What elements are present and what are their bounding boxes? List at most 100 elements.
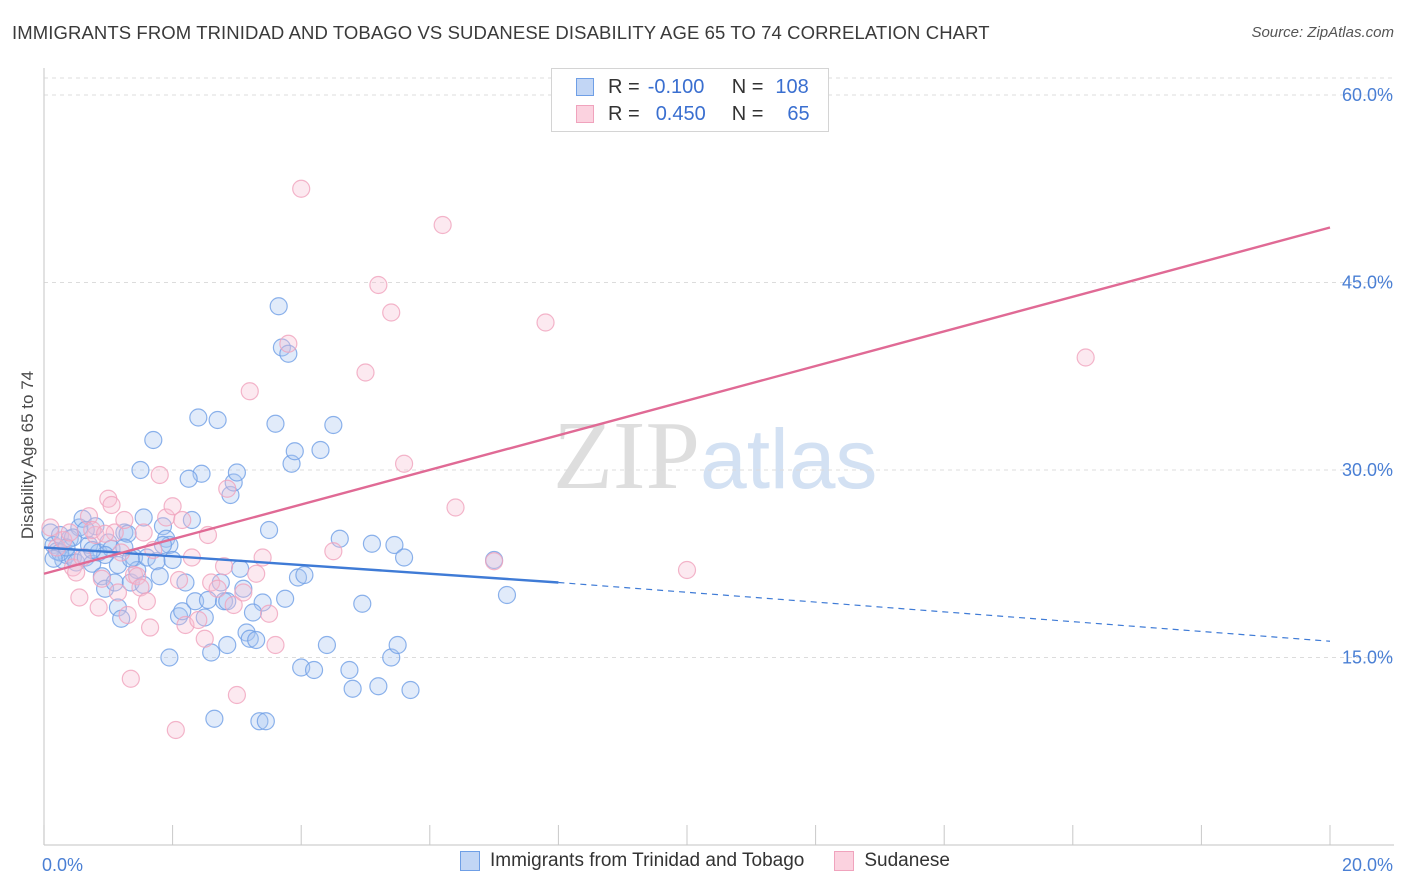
data-point: [234, 583, 253, 602]
data-point: [160, 648, 179, 667]
data-point: [266, 635, 285, 655]
legend-swatch-blue: [576, 78, 594, 96]
data-point: [144, 430, 163, 450]
data-point: [276, 589, 295, 608]
y-axis-label: Disability Age 65 to 74: [18, 371, 37, 539]
data-point: [140, 618, 160, 637]
data-point: [79, 507, 99, 526]
data-point: [182, 510, 201, 530]
series-legend: Immigrants from Trinidad and Tobago Suda…: [460, 850, 980, 872]
y-tick-label: 60.0%: [1342, 85, 1393, 105]
data-point: [218, 479, 237, 498]
legend-row-trinidad: R = -0.100 N = 108: [576, 76, 809, 98]
data-point: [247, 630, 266, 650]
data-point: [369, 275, 388, 295]
data-point: [137, 592, 156, 611]
data-point: [243, 603, 263, 622]
legend-r-label: R =: [608, 102, 640, 125]
data-point: [118, 605, 137, 625]
data-point: [92, 569, 111, 588]
data-point: [382, 303, 401, 322]
data-point: [369, 677, 388, 696]
legend-label: Immigrants from Trinidad and Tobago: [490, 850, 805, 871]
watermark-atlas: atlas: [700, 412, 878, 506]
data-point: [128, 560, 147, 580]
data-point: [362, 534, 382, 553]
data-point: [189, 408, 208, 427]
legend-swatch-pink: [834, 851, 855, 871]
data-point: [485, 552, 504, 571]
data-point: [218, 635, 237, 655]
legend-label: Sudanese: [864, 850, 950, 871]
data-point: [179, 469, 198, 488]
legend-n-label: N =: [731, 102, 764, 125]
correlation-legend: R = -0.100 N = 108 R = 0.450 N = 65: [551, 68, 829, 132]
data-point: [388, 635, 407, 655]
data-point: [259, 520, 279, 540]
trend-lines: [43, 226, 1331, 642]
data-point: [394, 454, 414, 473]
data-point: [128, 567, 147, 586]
data-point: [169, 570, 189, 590]
legend-r-value: 0.450: [655, 102, 706, 125]
data-point: [41, 518, 60, 537]
data-point: [195, 629, 214, 648]
series-sudanese-points: [41, 179, 1095, 740]
data-point: [269, 297, 288, 316]
data-point: [227, 463, 246, 482]
x-tick-label: 20.0%: [1342, 855, 1393, 875]
data-point: [446, 498, 465, 517]
data-point: [401, 680, 420, 700]
y-tick-label: 30.0%: [1342, 460, 1393, 480]
watermark-zip: ZIP: [553, 402, 700, 510]
data-point: [385, 535, 404, 555]
data-point: [324, 542, 343, 561]
legend-row-sudanese: R = 0.450 N = 65: [576, 103, 810, 125]
legend-r-value: -0.100: [647, 75, 705, 98]
data-point: [150, 567, 169, 586]
data-point: [115, 510, 134, 530]
data-point: [118, 524, 137, 543]
data-point: [108, 598, 128, 617]
data-point: [497, 585, 517, 605]
y-tick-label: 15.0%: [1342, 648, 1393, 668]
data-point: [214, 557, 234, 576]
data-point: [266, 414, 285, 433]
legend-n-value: 65: [787, 102, 810, 125]
data-point: [70, 588, 89, 607]
data-point: [343, 679, 362, 698]
data-point: [134, 508, 153, 527]
watermark: ZIPatlas: [553, 400, 877, 512]
data-point: [121, 669, 140, 688]
data-point: [259, 604, 279, 623]
data-point: [102, 495, 121, 515]
legend-swatch-pink: [576, 105, 594, 123]
data-point: [189, 610, 208, 630]
data-point: [108, 583, 128, 602]
data-point: [247, 564, 266, 583]
data-point: [353, 594, 372, 613]
data-point: [677, 560, 697, 580]
data-point: [224, 595, 243, 615]
data-point: [150, 465, 169, 485]
axes: [43, 68, 1394, 846]
data-point: [536, 313, 555, 332]
data-point: [95, 524, 115, 543]
y-tick-label: 45.0%: [1342, 273, 1393, 293]
data-point: [279, 334, 298, 353]
data-point: [163, 550, 182, 570]
data-point: [292, 179, 311, 198]
data-point: [147, 552, 166, 571]
legend-item-trinidad: Immigrants from Trinidad and Tobago: [460, 850, 804, 872]
chart-source: Source: ZipAtlas.com: [1251, 24, 1394, 41]
data-point: [173, 510, 192, 530]
data-point: [173, 602, 192, 621]
data-point: [186, 592, 205, 611]
data-point: [285, 442, 304, 461]
data-point: [340, 660, 359, 680]
data-point: [256, 712, 275, 731]
x-tick-label: 0.0%: [42, 855, 83, 875]
trend-line-trinidad: [43, 546, 559, 584]
trend-line-trinidad-extension: [558, 581, 1331, 642]
